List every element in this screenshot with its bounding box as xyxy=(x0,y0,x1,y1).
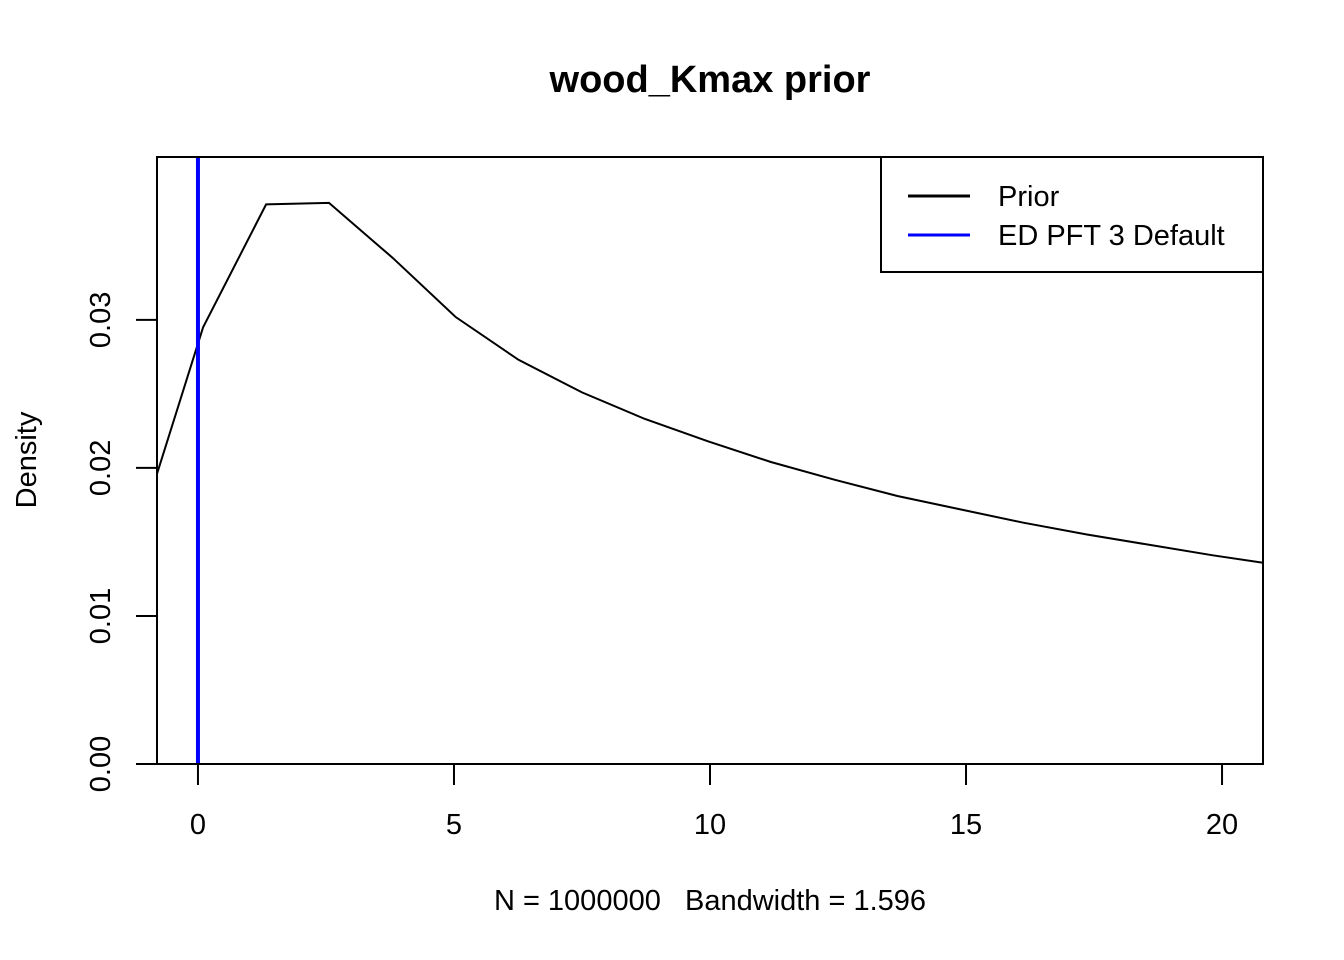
y-tick-label: 0.02 xyxy=(85,440,117,496)
x-tick-label: 10 xyxy=(694,809,726,841)
x-tick-label: 5 xyxy=(446,809,462,841)
y-axis-label: Density xyxy=(11,411,43,508)
x-axis: 0 5 10 15 20 xyxy=(190,763,1238,841)
legend-label-prior: Prior xyxy=(998,181,1060,213)
legend-label-default: ED PFT 3 Default xyxy=(998,220,1225,252)
x-tick-label: 15 xyxy=(950,809,982,841)
series-line-prior xyxy=(156,201,1264,564)
legend: Prior ED PFT 3 Default xyxy=(880,156,1264,273)
x-tick-label: 20 xyxy=(1206,809,1238,841)
legend-box xyxy=(880,156,1264,273)
y-tick-label: 0.03 xyxy=(85,292,117,348)
y-axis: 0.00 0.01 0.02 0.03 xyxy=(85,292,158,792)
y-tick-label: 0.00 xyxy=(85,736,117,792)
x-tick-label: 0 xyxy=(190,809,206,841)
y-tick-label: 0.01 xyxy=(85,588,117,644)
chart-title: wood_Kmax prior xyxy=(549,59,871,101)
x-axis-label: N = 1000000 Bandwidth = 1.596 xyxy=(494,885,926,917)
